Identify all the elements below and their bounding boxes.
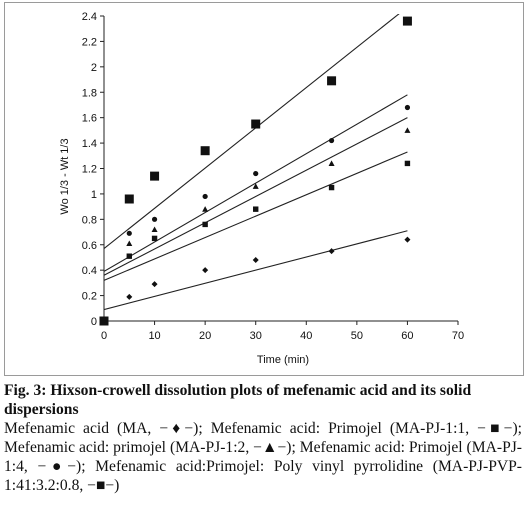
data-point-series-5 <box>150 171 160 181</box>
caption-title: Fig. 3: Hixson-crowell dissolution plots… <box>4 382 472 418</box>
trend-line-series-4 <box>104 94 408 272</box>
data-point-series-2 <box>253 206 259 212</box>
y-tick-label: 0.2 <box>82 291 97 303</box>
y-tick-label: 1.2 <box>82 164 97 176</box>
data-point-series-1 <box>252 257 259 263</box>
data-point-series-3 <box>252 183 259 189</box>
data-point-series-5 <box>124 194 134 204</box>
data-point-series-3 <box>151 226 158 233</box>
data-point-series-2 <box>126 253 132 259</box>
x-tick-label: 70 <box>452 330 464 342</box>
y-tick-label: 1.8 <box>82 87 97 99</box>
hixson-crowell-chart: 0 10 20 30 40 50 60 70 0 0.2 0.4 0.6 0.8 1 1.2 1.4 1.6 1.… <box>59 11 464 366</box>
data-point-series-1 <box>202 267 209 274</box>
x-tick-label: 10 <box>148 330 160 342</box>
y-tick-label: 2.2 <box>82 36 97 48</box>
data-point-series-1 <box>126 293 133 300</box>
data-point-series-2 <box>404 160 411 167</box>
data-point-series-3 <box>404 127 411 133</box>
figure-panel: 0 10 20 30 40 50 60 70 0 0.2 0.4 0.6 0.8 1 1.2 1.4 1.6 1.… <box>4 2 524 376</box>
y-tick-label: 0.4 <box>82 265 97 277</box>
data-markers <box>99 16 412 326</box>
trend-line-series-3 <box>104 117 408 276</box>
regression-lines <box>104 14 408 311</box>
y-tick-label: 0.6 <box>82 240 97 252</box>
x-tick-label: 20 <box>199 330 211 342</box>
trend-line-series-2 <box>104 151 408 281</box>
data-point-series-3 <box>202 206 209 212</box>
y-tick-label: 0.8 <box>82 214 97 226</box>
y-tick-label: 1.6 <box>82 113 97 125</box>
y-tick-label: 1.4 <box>82 138 97 150</box>
data-point-series-2 <box>151 235 158 242</box>
y-tick-label: 1 <box>91 189 97 201</box>
data-point-series-5 <box>99 316 109 326</box>
y-tick-label: 0 <box>91 316 97 328</box>
x-tick-label: 50 <box>351 330 363 342</box>
x-tick-label: 60 <box>401 330 413 342</box>
data-point-series-1 <box>151 281 158 288</box>
data-point-series-5 <box>251 119 261 129</box>
data-point-series-4 <box>328 137 335 144</box>
x-tick-label: 0 <box>101 330 107 342</box>
data-point-series-4 <box>253 170 259 177</box>
y-tick-label: 2.4 <box>82 11 97 23</box>
data-point-series-3 <box>126 240 133 247</box>
data-point-series-5 <box>200 146 210 156</box>
data-point-series-1 <box>404 236 411 243</box>
data-point-series-2 <box>328 184 335 191</box>
data-point-series-4 <box>151 216 158 222</box>
figure-caption: Fig. 3: Hixson-crowell dissolution plots… <box>4 381 522 495</box>
data-point-series-2 <box>202 221 208 228</box>
trend-line-series-1 <box>104 230 408 311</box>
x-tick-label: 30 <box>250 330 262 342</box>
x-tick-label: 40 <box>300 330 312 342</box>
data-point-series-4 <box>126 230 132 236</box>
data-point-series-3 <box>328 160 335 166</box>
y-axis-label: Wo 1/3 - Wt 1/3 <box>59 138 71 214</box>
data-point-series-5 <box>402 16 412 26</box>
data-point-series-5 <box>327 76 337 86</box>
caption-legend-text: Mefenamic acid (MA, −♦−); Mefenamic acid… <box>4 420 522 494</box>
data-point-series-4 <box>404 104 411 111</box>
x-axis-label: Time (min) <box>257 354 309 366</box>
data-point-series-1 <box>328 248 335 255</box>
data-point-series-4 <box>202 193 208 200</box>
y-tick-label: 2 <box>91 62 97 74</box>
axis-ticks: 0 10 20 30 40 50 60 70 0 0.2 0.4 0.6 0.8 1 1.2 1.4 1.6 1.… <box>82 11 464 342</box>
